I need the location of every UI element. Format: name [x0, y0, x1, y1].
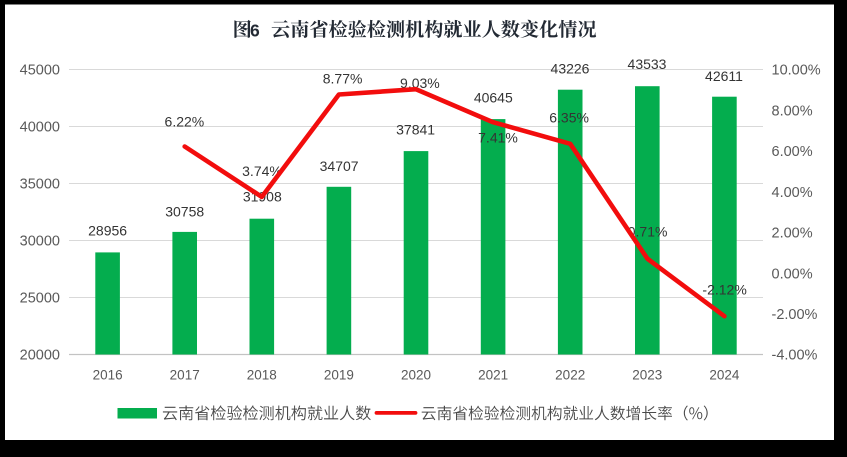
svg-text:43226: 43226 [551, 60, 590, 76]
svg-text:2.00%: 2.00% [772, 226, 813, 242]
svg-text:-2.12%: -2.12% [702, 281, 746, 297]
svg-text:8.77%: 8.77% [323, 71, 363, 87]
svg-text:2024: 2024 [709, 368, 740, 383]
svg-text:42611: 42611 [705, 68, 743, 84]
svg-text:2018: 2018 [247, 368, 277, 383]
svg-text:2023: 2023 [632, 368, 662, 383]
svg-text:2022: 2022 [555, 368, 585, 383]
svg-text:6.35%: 6.35% [549, 109, 589, 125]
svg-text:6: 6 [250, 21, 260, 41]
svg-text:2020: 2020 [401, 368, 431, 383]
svg-text:40645: 40645 [474, 90, 513, 106]
svg-text:0.00%: 0.00% [772, 266, 813, 282]
svg-text:20000: 20000 [20, 348, 60, 364]
svg-text:6.00%: 6.00% [772, 144, 813, 160]
svg-text:0.71%: 0.71% [628, 224, 668, 240]
svg-text:30758: 30758 [165, 203, 204, 219]
svg-text:34707: 34707 [320, 158, 359, 174]
svg-text:28956: 28956 [88, 223, 127, 239]
svg-text:10.00%: 10.00% [772, 63, 821, 79]
svg-text:37841: 37841 [396, 122, 435, 138]
svg-text:43533: 43533 [628, 56, 667, 72]
svg-text:25000: 25000 [20, 291, 60, 307]
svg-text:45000: 45000 [20, 63, 60, 79]
svg-text:-4.00%: -4.00% [772, 348, 818, 364]
svg-text:40000: 40000 [20, 120, 60, 136]
svg-text:8.00%: 8.00% [772, 103, 813, 119]
svg-text:2017: 2017 [170, 368, 200, 383]
svg-text:2021: 2021 [478, 368, 508, 383]
svg-text:9.03%: 9.03% [400, 75, 440, 91]
svg-text:35000: 35000 [20, 177, 60, 193]
svg-text:3.74%: 3.74% [242, 163, 282, 179]
svg-text:4.00%: 4.00% [772, 185, 813, 201]
svg-text:7.41%: 7.41% [478, 129, 518, 145]
svg-text:6.22%: 6.22% [165, 113, 205, 129]
svg-text:2019: 2019 [324, 368, 354, 383]
svg-text:2016: 2016 [93, 368, 123, 383]
svg-text:-2.00%: -2.00% [772, 307, 818, 323]
svg-text:30000: 30000 [20, 234, 60, 250]
